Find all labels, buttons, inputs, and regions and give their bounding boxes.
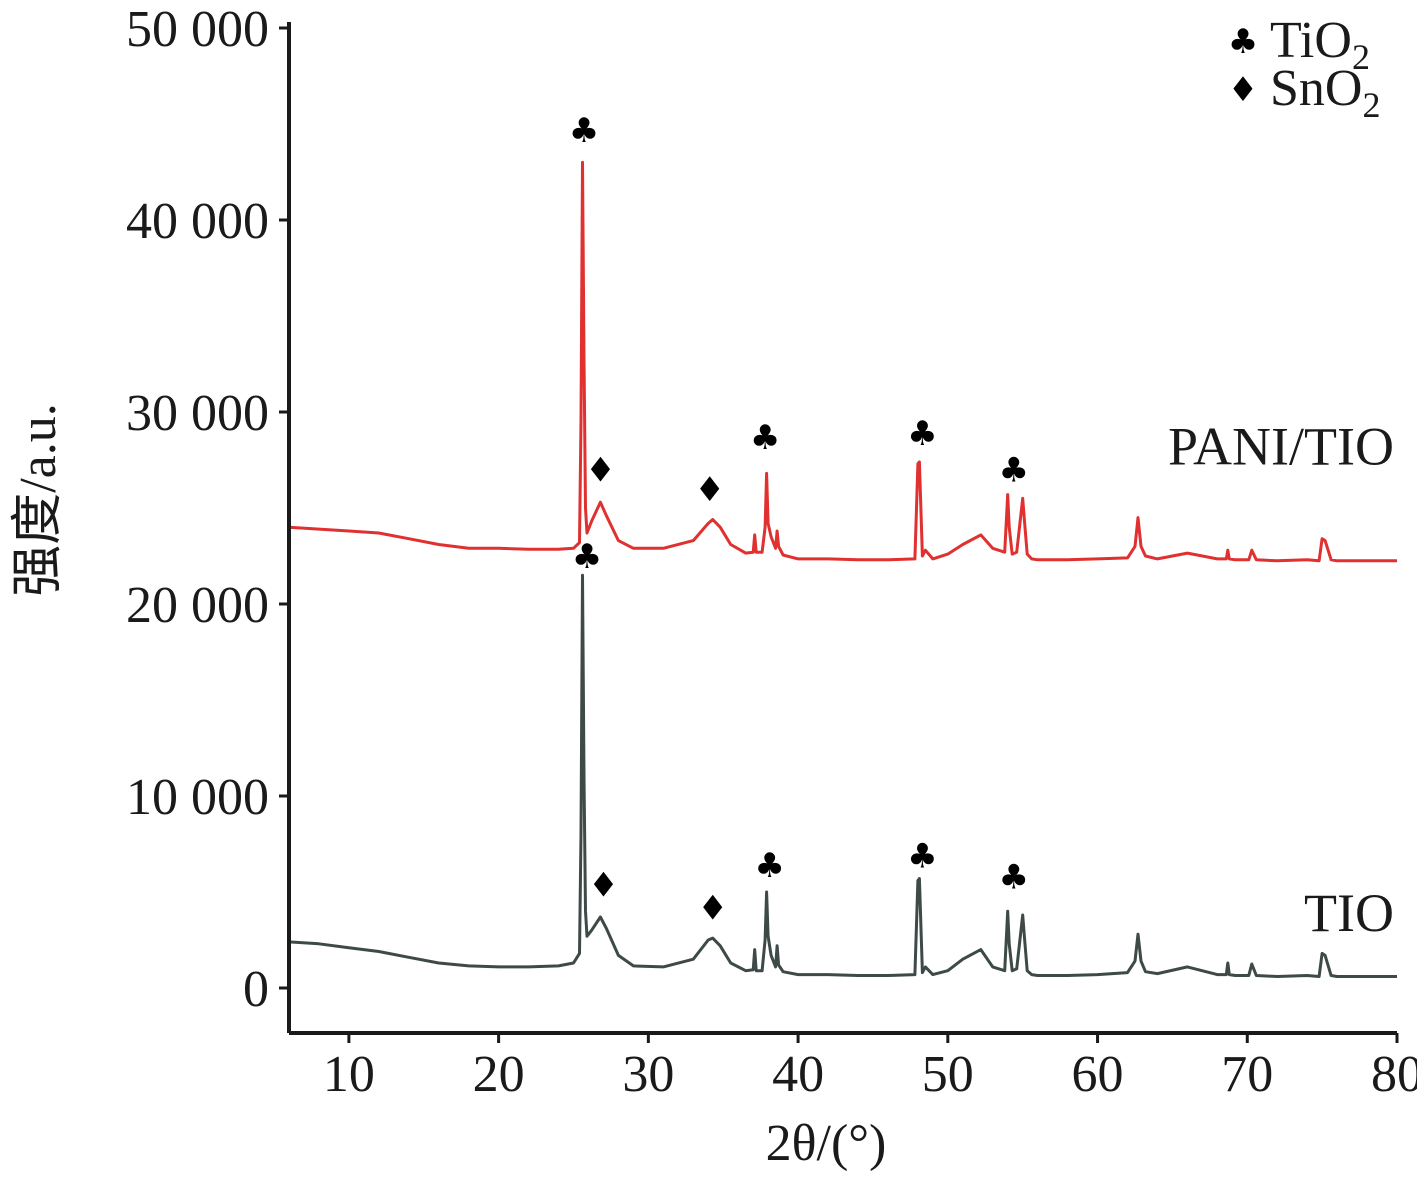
axes: 0 10 000 20 000 30 000 40 000 50 000 10 20 30 40 5… bbox=[126, 1, 1417, 1103]
legend-label: TiO2 bbox=[1270, 12, 1370, 77]
tio2-peak-marker: ♣ bbox=[998, 858, 1028, 898]
y-tick-label: 40 000 bbox=[126, 193, 269, 250]
y-axis-label: 强度/a.u. bbox=[10, 403, 67, 597]
x-tick-label: 30 bbox=[622, 1046, 674, 1103]
x-axis-label: 2θ/(°) bbox=[766, 1115, 887, 1172]
x-tick-label: 50 bbox=[922, 1046, 974, 1103]
y-tick-label: 10 000 bbox=[126, 769, 269, 826]
x-tick-label: 70 bbox=[1221, 1046, 1273, 1103]
series-line-pani-tio bbox=[288, 160, 1397, 563]
plot-area: PANI/TIO TIO ♣ ♦ ♦ ♣ ♣ ♣ ♣ ♦ ♦ ♣ ♣ ♣ bbox=[288, 111, 1397, 978]
y-tick-label: 0 bbox=[243, 961, 269, 1018]
sno2-peak-marker: ♦ bbox=[585, 451, 615, 491]
tio2-peak-marker: ♣ bbox=[750, 418, 780, 458]
series-line-tio bbox=[288, 573, 1397, 978]
tio2-peak-marker: ♣ bbox=[998, 451, 1028, 491]
sno2-peak-marker: ♦ bbox=[697, 888, 727, 928]
legend-diamond-icon: ♦ bbox=[1228, 70, 1258, 110]
x-tick-label: 40 bbox=[772, 1046, 824, 1103]
series-label: TIO bbox=[1304, 883, 1394, 943]
x-tick-label: 80 bbox=[1371, 1046, 1417, 1103]
tio2-peak-marker: ♣ bbox=[907, 414, 937, 454]
sno2-peak-marker: ♦ bbox=[588, 865, 618, 905]
y-tick-label: 20 000 bbox=[126, 577, 269, 634]
tio2-peak-marker: ♣ bbox=[569, 111, 599, 151]
tio2-peak-marker: ♣ bbox=[754, 846, 784, 886]
sno2-peak-marker: ♦ bbox=[694, 470, 724, 510]
legend-club-icon: ♣ bbox=[1228, 22, 1258, 62]
x-tick-label: 60 bbox=[1072, 1046, 1124, 1103]
x-tick-label: 20 bbox=[473, 1046, 525, 1103]
x-tick-label: 10 bbox=[323, 1046, 375, 1103]
tio2-peak-marker: ♣ bbox=[572, 537, 602, 577]
legend-label: SnO2 bbox=[1270, 60, 1380, 125]
tio2-peak-marker: ♣ bbox=[907, 837, 937, 877]
y-tick-label: 30 000 bbox=[126, 385, 269, 442]
legend: ♣ TiO2 ♦ SnO2 bbox=[1228, 12, 1381, 125]
y-tick-label: 50 000 bbox=[126, 1, 269, 58]
series-label: PANI/TIO bbox=[1168, 417, 1394, 477]
